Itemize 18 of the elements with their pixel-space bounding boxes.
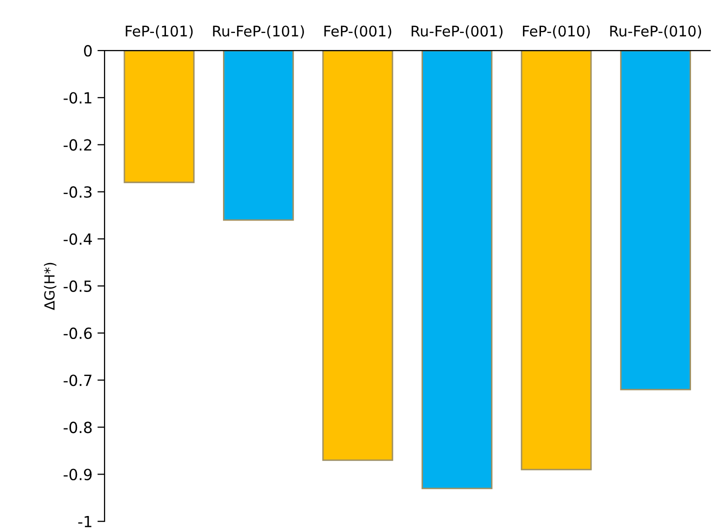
x-tick-label: Ru-FeP-(101) <box>213 25 304 38</box>
y-tick-label: -0.3 <box>64 186 92 198</box>
y-tick-label: -0.7 <box>64 374 92 386</box>
y-tick-label: -0.2 <box>64 139 92 151</box>
y-tick-label: -0.9 <box>64 468 92 480</box>
x-tick-label: FeP-(010) <box>522 25 590 38</box>
y-tick-label: -0.8 <box>64 422 92 434</box>
y-tick-label: -0.6 <box>64 327 92 340</box>
x-tick-label: FeP-(101) <box>126 25 193 38</box>
x-tick-label: FeP-(001) <box>324 25 392 38</box>
x-tick-label: Ru-FeP-(010) <box>610 25 702 38</box>
y-axis-title: ΔG(H*) <box>44 262 56 310</box>
y-tick-label: -1 <box>78 516 92 528</box>
y-tick-label: 0 <box>84 45 92 57</box>
y-tick-label: -0.4 <box>64 233 92 245</box>
y-tick-label: -0.1 <box>64 92 92 104</box>
y-tick-label: -0.5 <box>64 280 92 292</box>
x-tick-label: Ru-FeP-(001) <box>412 25 502 38</box>
